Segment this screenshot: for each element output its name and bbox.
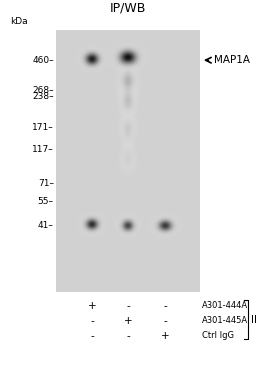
Text: +: + xyxy=(124,316,132,326)
Text: MAP1A: MAP1A xyxy=(214,55,250,65)
Text: 171–: 171– xyxy=(32,123,54,132)
Text: 55–: 55– xyxy=(38,197,54,206)
Text: -: - xyxy=(126,331,130,340)
Text: 460–: 460– xyxy=(32,56,54,65)
Text: IP/WB: IP/WB xyxy=(110,1,146,14)
Text: -: - xyxy=(90,316,94,326)
Text: -: - xyxy=(126,301,130,310)
Text: A301-444A: A301-444A xyxy=(202,301,248,310)
Text: 238–: 238– xyxy=(32,93,54,102)
Text: IP: IP xyxy=(251,315,256,325)
Text: kDa: kDa xyxy=(10,17,28,26)
Text: -: - xyxy=(163,301,167,310)
Text: +: + xyxy=(161,331,169,340)
Text: Ctrl IgG: Ctrl IgG xyxy=(202,331,234,340)
Text: -: - xyxy=(90,331,94,340)
Text: 71–: 71– xyxy=(38,179,54,188)
Text: +: + xyxy=(88,301,97,310)
Text: 41–: 41– xyxy=(38,221,54,230)
Text: 117–: 117– xyxy=(32,145,54,154)
Text: 268–: 268– xyxy=(32,86,54,95)
Text: A301-445A: A301-445A xyxy=(202,316,248,325)
Text: -: - xyxy=(163,316,167,326)
